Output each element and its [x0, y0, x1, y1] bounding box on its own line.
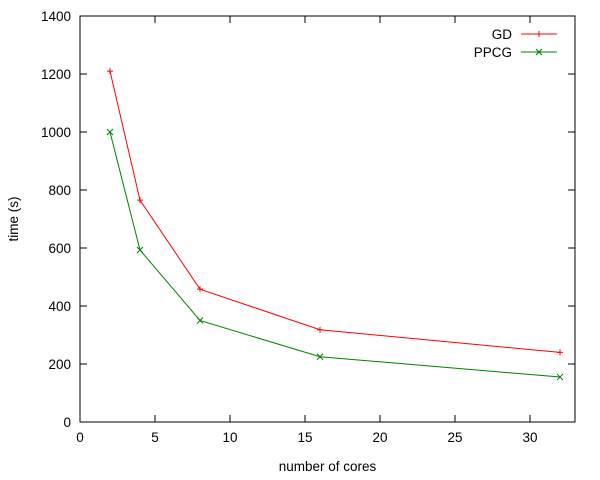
data-point-gd — [557, 349, 563, 356]
series-ppcg — [106, 128, 564, 381]
data-point-ppcg — [196, 317, 204, 324]
series-line-ppcg — [109, 131, 561, 378]
x-tick-label: 15 — [297, 430, 312, 445]
legend-label-ppcg: PPCG — [474, 45, 512, 60]
y-tick-label: 600 — [48, 241, 71, 256]
y-tick-label: 0 — [63, 415, 71, 430]
x-axis-label: number of cores — [279, 459, 377, 474]
data-point-ppcg — [316, 353, 324, 361]
x-tick-label: 25 — [447, 430, 462, 445]
data-point-ppcg — [106, 128, 114, 136]
x-axis-ticks: 0 5 10 15 20 25 30 — [76, 16, 538, 445]
data-point-ppcg — [556, 373, 564, 381]
data-point-gd — [107, 68, 113, 75]
legend-label-gd: GD — [492, 27, 513, 42]
y-tick-label: 1400 — [41, 9, 71, 24]
x-tick-label: 0 — [76, 430, 84, 445]
legend-marker-gd — [536, 31, 542, 37]
series-layer — [106, 68, 564, 381]
data-point-gd — [197, 286, 203, 293]
data-point-ppcg — [136, 246, 144, 254]
y-tick-label: 200 — [48, 357, 71, 372]
y-tick-label: 1000 — [41, 125, 71, 140]
y-axis-ticks: 0 200 400 600 800 1000 1200 1400 — [41, 9, 575, 430]
x-tick-label: 20 — [372, 430, 387, 445]
x-tick-label: 10 — [222, 430, 237, 445]
y-tick-label: 1200 — [41, 67, 71, 82]
legend: GD PPCG — [474, 27, 557, 60]
plot-frame — [79, 15, 576, 423]
series-line-gd — [109, 70, 561, 353]
y-axis-label: time (s) — [6, 197, 21, 242]
data-point-gd — [137, 197, 143, 204]
x-tick-label: 30 — [522, 430, 537, 445]
legend-marker-ppcg — [535, 48, 543, 56]
x-tick-label: 5 — [151, 430, 159, 445]
y-tick-label: 800 — [48, 183, 71, 198]
series-gd — [107, 68, 563, 356]
y-tick-label: 400 — [48, 299, 71, 314]
data-point-gd — [317, 326, 323, 333]
